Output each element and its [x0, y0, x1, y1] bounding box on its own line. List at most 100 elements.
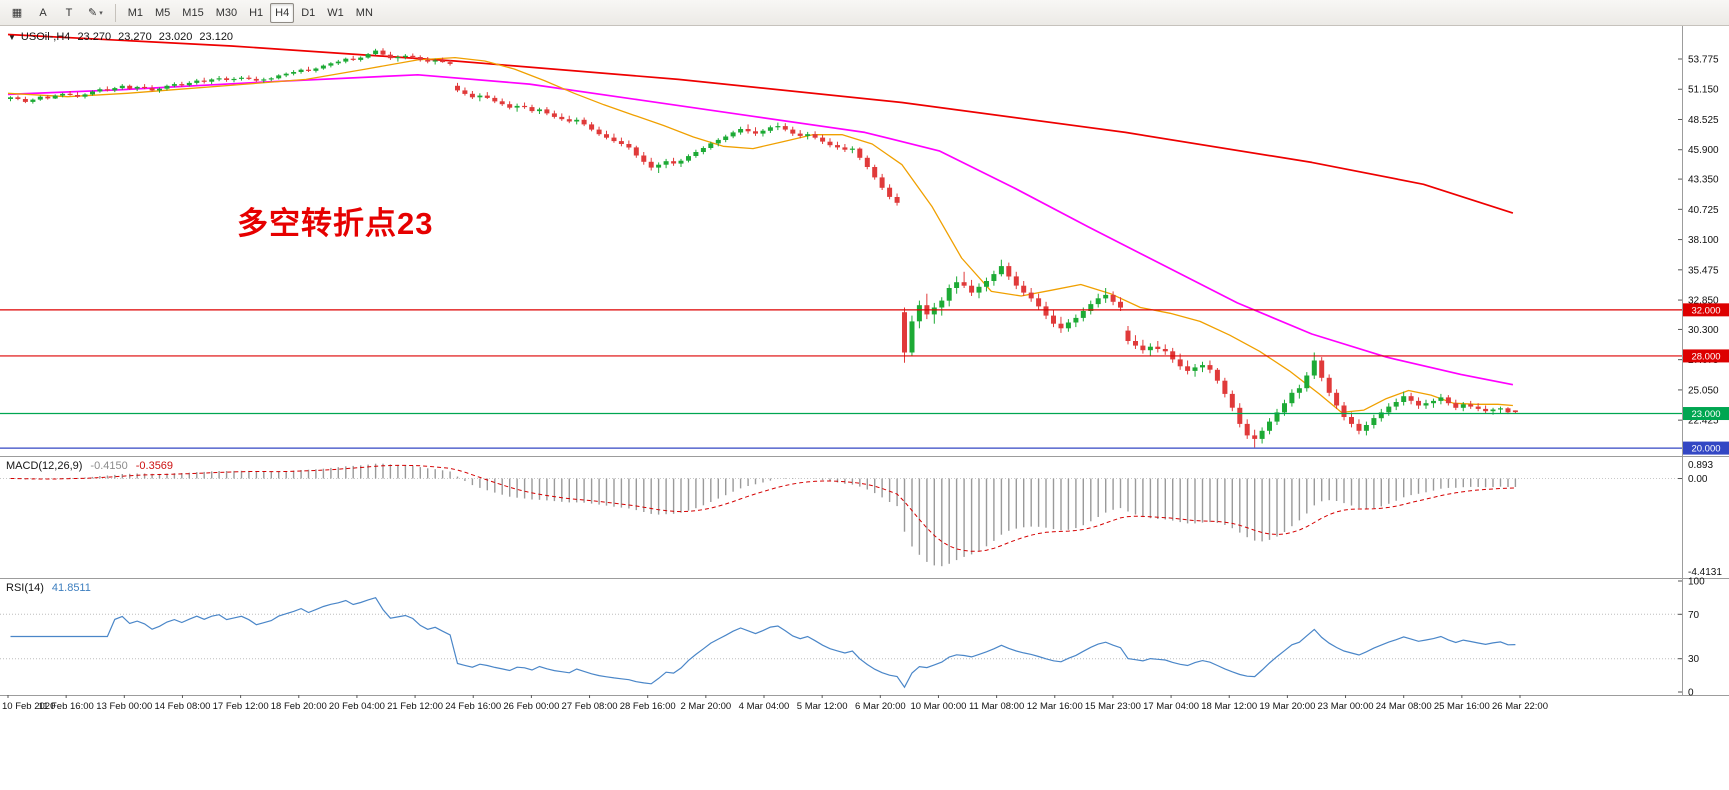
svg-text:17 Mar 04:00: 17 Mar 04:00 [1143, 701, 1199, 712]
chart-annotation-text: 多空转折点23 [237, 206, 434, 241]
svg-text:0.00: 0.00 [1688, 474, 1708, 485]
macd-indicator-label: MACD(12,26,9) -0.4150 -0.3569 [6, 460, 173, 472]
svg-text:25.050: 25.050 [1688, 385, 1719, 396]
symbol-timeframe-label: USOil-,H4 [20, 31, 71, 43]
svg-text:48.525: 48.525 [1688, 115, 1719, 126]
ma-fast-orange [7, 56, 1513, 414]
ma-mid-magenta [7, 73, 1514, 386]
toolbar-left-group: ▦ A T ✎ ▾ [4, 3, 109, 23]
timeframe-button-H4[interactable]: H4 [270, 2, 295, 23]
svg-text:17 Feb 12:00: 17 Feb 12:00 [213, 701, 269, 712]
svg-text:32.850: 32.850 [1688, 296, 1719, 307]
svg-text:11 Mar 08:00: 11 Mar 08:00 [969, 701, 1024, 712]
toolbar: ▦ A T ✎ ▾ M1 M5 M15 M30 H1 H4 D1 W1 MN [0, 0, 1729, 26]
svg-text:23 Mar 00:00: 23 Mar 00:00 [1318, 701, 1374, 712]
rsi-panel[interactable]: 100 70 30 0 [0, 577, 1705, 699]
svg-text:12 Mar 16:00: 12 Mar 16:00 [1027, 701, 1083, 712]
svg-text:14 Feb 08:00: 14 Feb 08:00 [154, 701, 210, 712]
dropdown-caret-icon: ▾ [99, 9, 103, 17]
rsi-indicator-label: RSI(14) 41.8511 [6, 582, 91, 594]
svg-text:51.150: 51.150 [1688, 85, 1719, 96]
timeframe-group: M1 M5 M15 M30 H1 H4 D1 W1 MN [122, 2, 379, 23]
svg-text:30: 30 [1688, 654, 1700, 665]
svg-text:10 Feb 2020: 10 Feb 2020 [2, 701, 55, 712]
candlestick-layer [8, 48, 1518, 448]
macd-name: MACD(12,26,9) [6, 460, 83, 472]
ma-slow-red [7, 33, 1514, 214]
svg-text:15 Mar 23:00: 15 Mar 23:00 [1085, 701, 1141, 712]
svg-text:30.300: 30.300 [1688, 325, 1719, 336]
timeframe-button-M1[interactable]: M1 [127, 6, 144, 19]
symbol-info: ▼ USOil-,H4 23.270 23.270 23.020 23.120 [8, 31, 233, 43]
macd-signal-value: -0.3569 [135, 460, 174, 472]
timeframe-button-M15[interactable]: M15 [182, 6, 204, 19]
svg-text:70: 70 [1688, 610, 1700, 621]
svg-text:32.000: 32.000 [1691, 305, 1720, 316]
price-axis[interactable]: 53.775 51.150 48.525 45.900 43.350 40.725 38.1… [1678, 55, 1729, 455]
svg-text:22.425: 22.425 [1688, 416, 1719, 427]
timeframe-button-D1[interactable]: D1 [301, 6, 316, 19]
price-badge-32.000 [1683, 303, 1729, 317]
svg-text:21 Feb 12:00: 21 Feb 12:00 [387, 701, 443, 712]
ohlc-close: 23.120 [199, 31, 234, 43]
svg-text:0.893: 0.893 [1688, 460, 1713, 471]
svg-text:28 Feb 16:00: 28 Feb 16:00 [620, 701, 676, 712]
timeframe-button-MN[interactable]: MN [355, 6, 373, 19]
svg-text:23.000: 23.000 [1691, 409, 1720, 420]
panel-borders [0, 26, 1729, 696]
macd-panel[interactable]: 0.893 0.00 -4.4131 [0, 460, 1722, 578]
svg-text:0: 0 [1688, 688, 1694, 699]
timeframe-button-W1[interactable]: W1 [327, 6, 344, 19]
svg-text:100: 100 [1688, 577, 1705, 588]
timeframe-button-M30[interactable]: M30 [215, 6, 238, 19]
svg-text:20.000: 20.000 [1691, 444, 1720, 455]
svg-text:45.900: 45.900 [1688, 145, 1719, 156]
svg-text:20 Feb 04:00: 20 Feb 04:00 [329, 701, 385, 712]
price-badge-28.000 [1683, 349, 1729, 363]
svg-text:13 Feb 00:00: 13 Feb 00:00 [96, 701, 152, 712]
drawing-tools-button[interactable]: ✎ ▾ [88, 7, 103, 19]
price-badge-23.000 [1683, 407, 1729, 421]
svg-text:-4.4131: -4.4131 [1688, 567, 1722, 578]
svg-text:24 Mar 08:00: 24 Mar 08:00 [1376, 701, 1432, 712]
svg-text:6 Mar 20:00: 6 Mar 20:00 [855, 701, 906, 712]
svg-text:43.350: 43.350 [1688, 175, 1719, 186]
text-tool-button[interactable]: T [65, 6, 73, 19]
rsi-name: RSI(14) [6, 582, 44, 594]
text-annotation-button[interactable]: A [39, 6, 47, 19]
svg-text:11 Feb 16:00: 11 Feb 16:00 [39, 701, 94, 712]
symbol-dropdown-icon[interactable]: ▼ [8, 32, 16, 42]
svg-text:18 Mar 12:00: 18 Mar 12:00 [1201, 701, 1257, 712]
ohlc-high: 23.270 [118, 31, 152, 43]
charts-grid-icon-button[interactable]: ▦ [11, 7, 23, 19]
timeframe-button-M5[interactable]: M5 [155, 6, 171, 19]
svg-text:10 Mar 00:00: 10 Mar 00:00 [910, 701, 966, 712]
svg-text:28.000: 28.000 [1691, 351, 1720, 362]
svg-text:18 Feb 20:00: 18 Feb 20:00 [271, 701, 327, 712]
svg-text:5 Mar 12:00: 5 Mar 12:00 [797, 701, 848, 712]
toolbar-separator [114, 3, 116, 22]
timeframe-button-H1[interactable]: H1 [249, 6, 264, 19]
macd-main-value: -0.4150 [90, 460, 128, 472]
rsi-line [10, 596, 1516, 689]
ohlc-low: 23.020 [158, 31, 193, 43]
horizontal-lines-layer[interactable] [0, 309, 1682, 449]
svg-text:4 Mar 04:00: 4 Mar 04:00 [739, 701, 790, 712]
macd-histogram [17, 463, 1517, 567]
price-badge-20.000 [1683, 441, 1729, 455]
svg-text:53.775: 53.775 [1688, 55, 1719, 66]
svg-text:25 Mar 16:00: 25 Mar 16:00 [1434, 701, 1490, 712]
svg-text:26 Feb 00:00: 26 Feb 00:00 [503, 701, 559, 712]
svg-text:2 Mar 20:00: 2 Mar 20:00 [680, 701, 731, 712]
svg-text:35.475: 35.475 [1688, 265, 1719, 276]
svg-text:24 Feb 16:00: 24 Feb 16:00 [445, 701, 501, 712]
ohlc-open: 23.270 [77, 31, 112, 43]
svg-text:26 Mar 22:00: 26 Mar 22:00 [1492, 701, 1548, 712]
svg-text:38.100: 38.100 [1688, 235, 1719, 246]
svg-text:19 Mar 20:00: 19 Mar 20:00 [1259, 701, 1315, 712]
svg-text:40.725: 40.725 [1688, 205, 1719, 216]
rsi-value: 41.8511 [51, 582, 91, 594]
